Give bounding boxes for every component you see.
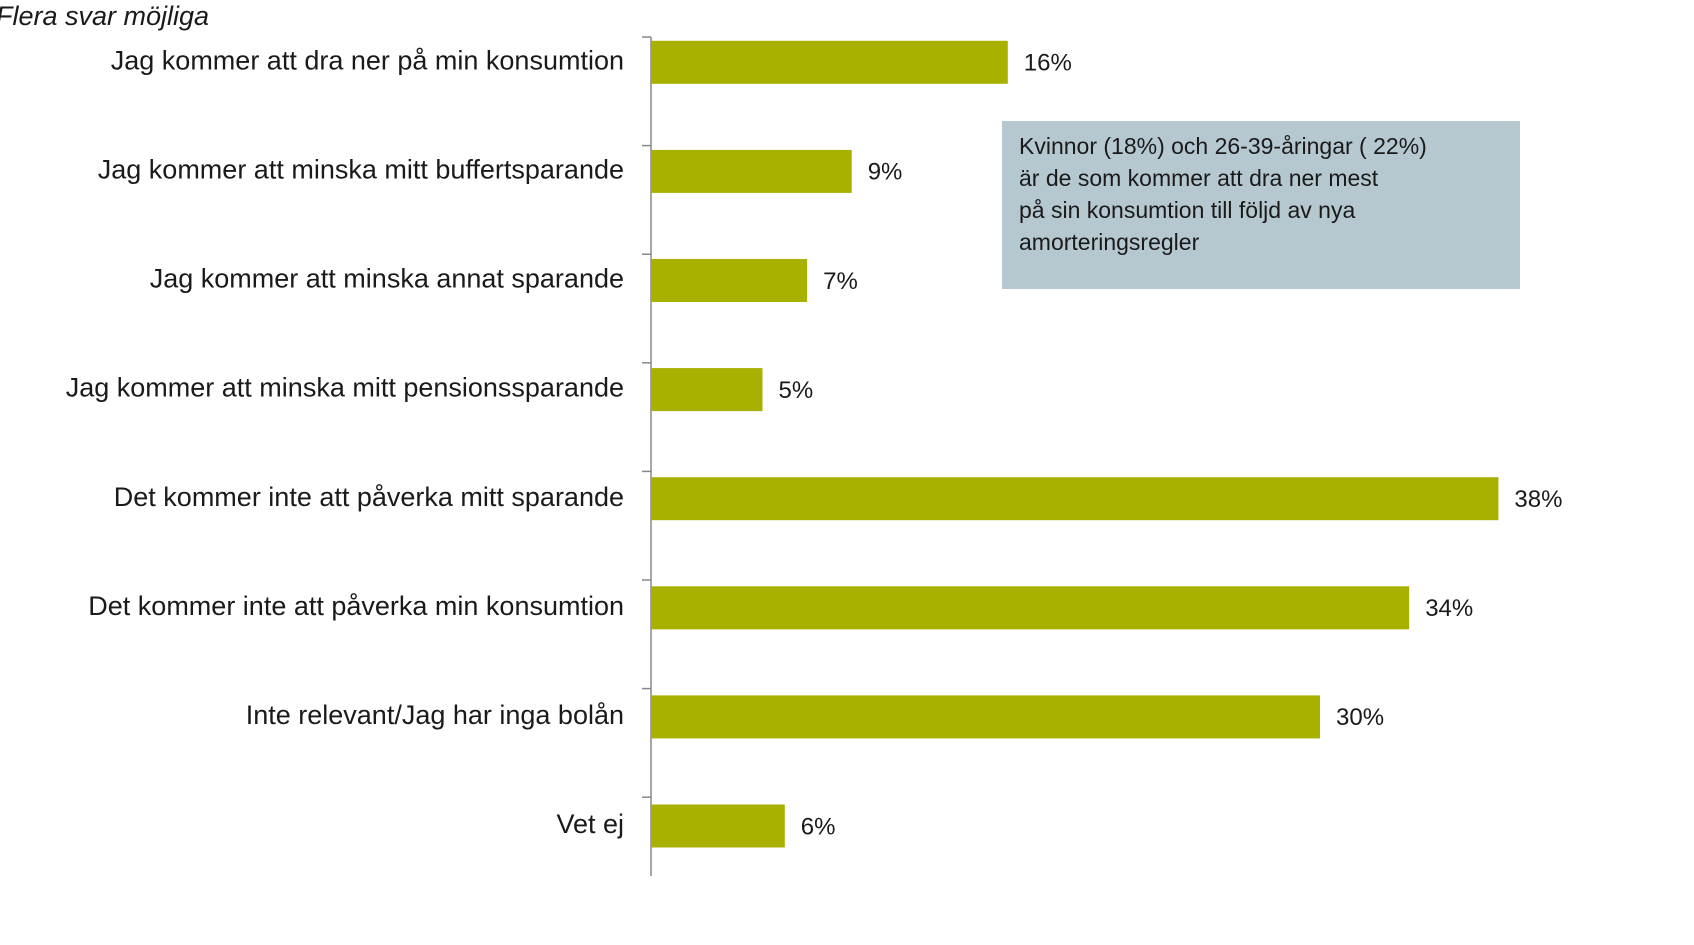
annotation-text: Kvinnor (18%) och 26-39-åringar ( 22%) <box>1019 133 1427 159</box>
bar <box>651 695 1320 739</box>
category-label: Jag kommer att minska mitt pensionsspara… <box>66 373 624 403</box>
value-label: 34% <box>1425 595 1473 622</box>
value-label: 6% <box>801 813 836 840</box>
category-label: Vet ej <box>556 809 624 839</box>
value-label: 9% <box>868 159 903 186</box>
category-label: Inte relevant/Jag har inga bolån <box>246 700 624 730</box>
category-label: Det kommer inte att påverka min konsumti… <box>88 591 624 621</box>
bar <box>651 804 785 848</box>
annotation-box <box>1002 121 1520 289</box>
value-label: 38% <box>1514 486 1562 513</box>
bar <box>651 477 1499 521</box>
bar <box>651 586 1410 630</box>
category-label: Det kommer inte att påverka mitt sparand… <box>114 482 624 512</box>
annotation-text: på sin konsumtion till följd av nya <box>1019 197 1355 223</box>
annotation-text: amorteringsregler <box>1019 229 1200 255</box>
bar <box>651 259 808 302</box>
category-label: Jag kommer att minska annat sparande <box>150 264 624 294</box>
value-label: 5% <box>779 377 814 404</box>
value-label: 16% <box>1024 50 1072 77</box>
category-label: Jag kommer att dra ner på min konsumtion <box>111 45 624 75</box>
bar <box>651 368 763 412</box>
subtitle: Flera svar möjliga <box>0 1 209 31</box>
annotation-text: är de som kommer att dra ner mest <box>1019 165 1379 191</box>
value-label: 30% <box>1336 704 1384 731</box>
value-label: 7% <box>823 268 858 295</box>
bar <box>651 40 1008 84</box>
category-label: Jag kommer att minska mitt buffertsparan… <box>98 155 624 185</box>
bar <box>651 149 852 193</box>
